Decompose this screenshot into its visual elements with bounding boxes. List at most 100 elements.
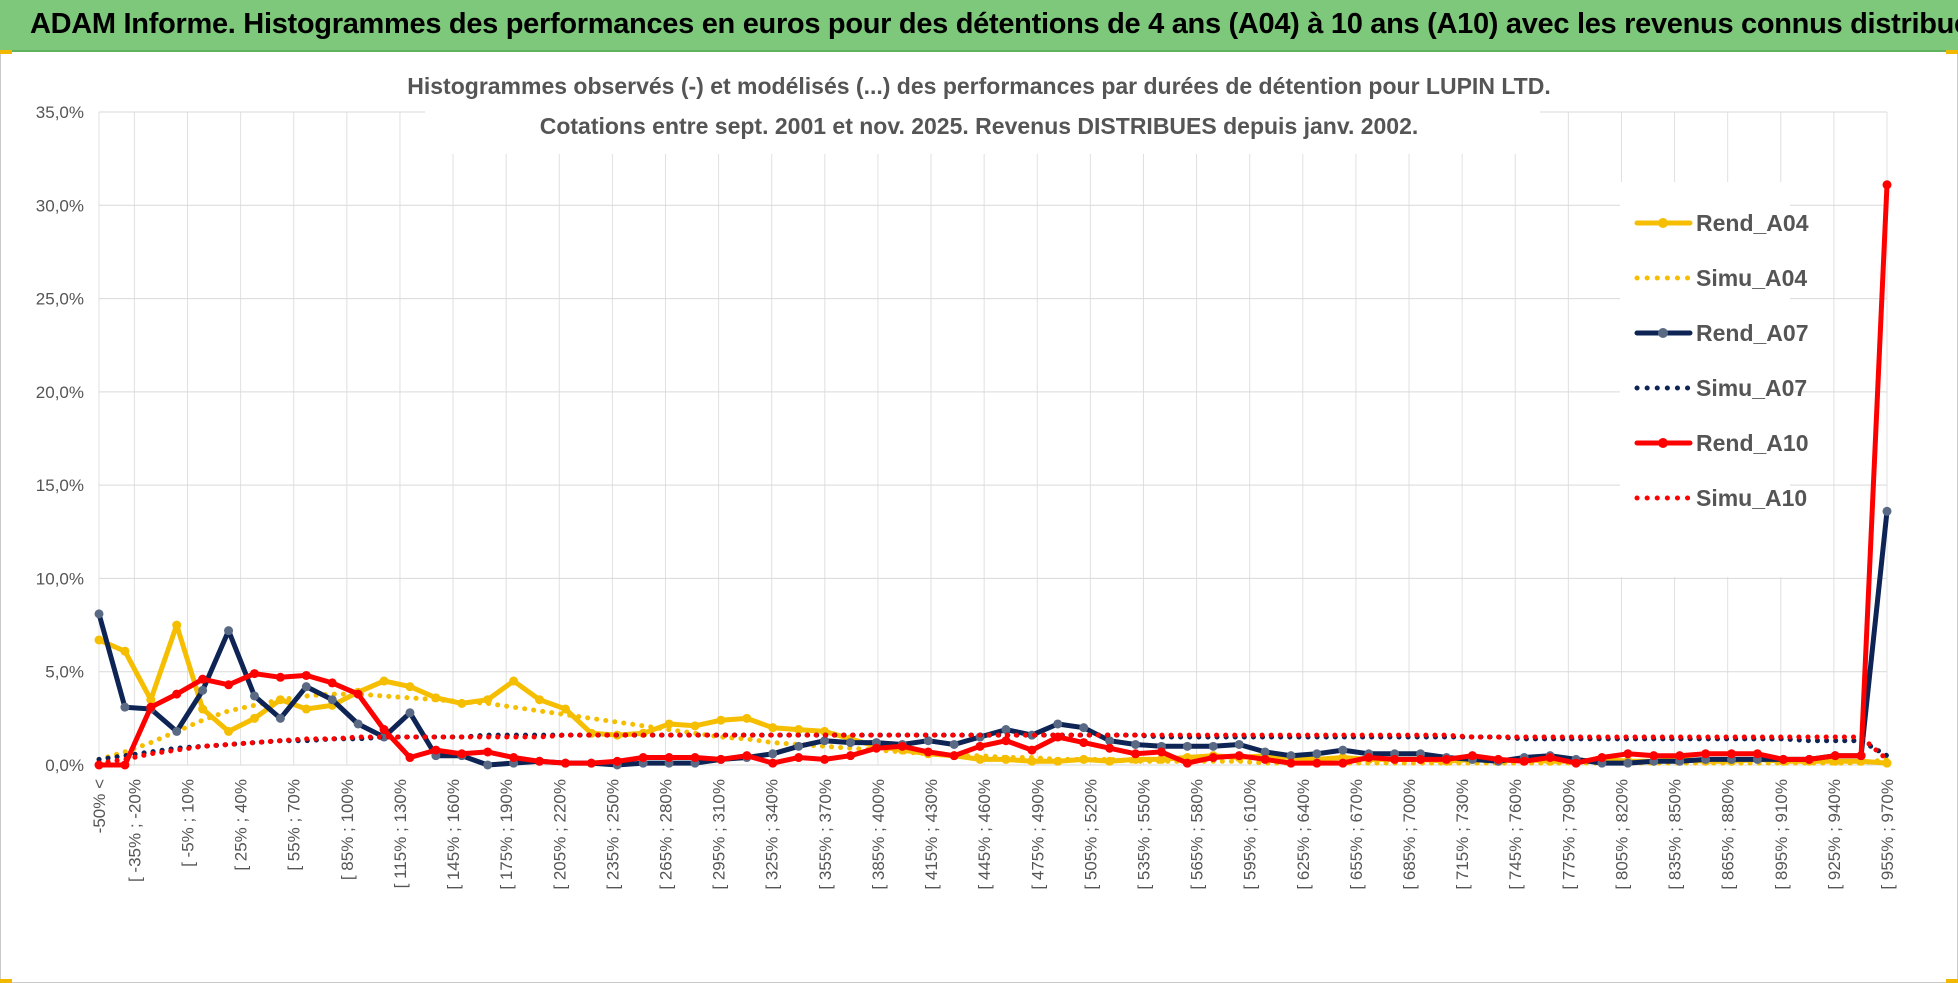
data-point	[535, 695, 545, 705]
data-point	[794, 753, 804, 763]
data-point	[1882, 506, 1892, 516]
y-tick-label: 30,0%	[36, 196, 84, 215]
data-point	[483, 760, 493, 770]
chart-title-line: Cotations entre sept. 2001 et nov. 2025.…	[540, 113, 1419, 139]
x-tick-label: [ 955% ; 970%	[1878, 779, 1897, 890]
legend-marker	[1658, 218, 1668, 228]
x-tick-label: [ 865% ; 880%	[1719, 779, 1738, 890]
data-point	[1079, 738, 1089, 748]
data-point	[146, 695, 156, 705]
x-tick-label: [ 175% ; 190%	[497, 779, 516, 890]
data-point	[1441, 754, 1451, 764]
data-point	[172, 726, 182, 736]
data-point	[664, 719, 674, 729]
x-tick-label: [ 565% ; 580%	[1188, 779, 1207, 890]
data-point	[1182, 741, 1192, 751]
data-point	[1416, 754, 1426, 764]
corner-mark	[1946, 979, 1958, 983]
y-tick-label: 15,0%	[36, 476, 84, 495]
data-point	[483, 747, 493, 757]
data-point	[172, 689, 182, 699]
x-tick-label: [ 685% ; 700%	[1400, 779, 1419, 890]
series-line-rend-a10	[96, 182, 1890, 768]
data-point	[120, 646, 130, 656]
data-point	[1105, 736, 1115, 746]
data-point	[224, 680, 234, 690]
x-tick-label: [ 535% ; 550%	[1134, 779, 1153, 890]
chart-title-line: Histogrammes observés (-) et modélisés (…	[407, 73, 1550, 99]
data-point	[1027, 745, 1037, 755]
banner-title: ADAM Informe. Histogrammes des performan…	[30, 8, 1958, 40]
data-point	[1079, 723, 1089, 733]
data-point	[1260, 754, 1270, 764]
data-point	[742, 713, 752, 723]
legend-background	[1620, 182, 1790, 577]
data-point	[794, 741, 804, 751]
x-tick-label: [ 805% ; 820%	[1612, 779, 1631, 890]
data-point	[327, 678, 337, 688]
series-line-rend-a07	[96, 508, 1890, 768]
data-point	[1493, 754, 1503, 764]
data-point	[120, 702, 130, 712]
data-point	[768, 749, 778, 759]
data-point	[301, 704, 311, 714]
series-line-simu-a04	[96, 691, 1890, 766]
data-point	[94, 635, 104, 645]
data-point	[509, 676, 519, 686]
x-tick-label: -50% <	[90, 779, 109, 833]
data-point	[1649, 751, 1659, 761]
data-point	[897, 741, 907, 751]
data-point	[1286, 751, 1296, 761]
x-tick-label: [ 715% ; 730%	[1453, 779, 1472, 890]
data-point	[509, 753, 519, 763]
series-line-simu-a10	[96, 732, 1890, 766]
data-point	[198, 704, 208, 714]
data-point	[301, 682, 311, 692]
data-point	[405, 708, 415, 718]
corner-mark	[0, 50, 12, 54]
data-point	[716, 715, 726, 725]
title-background	[425, 62, 1540, 154]
x-tick-label: [ 55% ; 70%	[285, 779, 304, 871]
data-point	[1234, 739, 1244, 749]
legend-label: Rend_A07	[1696, 320, 1808, 346]
data-point	[224, 726, 234, 736]
data-point	[975, 741, 985, 751]
data-point	[794, 725, 804, 735]
data-point	[742, 751, 752, 761]
x-tick-label: [ 235% ; 250%	[603, 779, 622, 890]
data-point	[638, 753, 648, 763]
series-lines	[94, 180, 1892, 770]
legend-marker	[1658, 438, 1668, 448]
legend-label: Rend_A10	[1696, 430, 1808, 456]
data-point	[249, 669, 259, 679]
data-point	[1312, 749, 1322, 759]
data-point	[405, 682, 415, 692]
data-point	[845, 751, 855, 761]
data-point	[560, 758, 570, 768]
data-point	[1390, 754, 1400, 764]
data-point	[249, 691, 259, 701]
y-tick-label: 20,0%	[36, 383, 84, 402]
x-tick-label: [ 25% ; 40%	[232, 779, 251, 871]
data-point	[586, 758, 596, 768]
x-tick-label: [ 625% ; 640%	[1294, 779, 1313, 890]
y-tick-label: 25,0%	[36, 290, 84, 309]
data-point	[405, 753, 415, 763]
x-tick-label: [ 295% ; 310%	[710, 779, 729, 890]
data-point	[379, 725, 389, 735]
data-point	[820, 754, 830, 764]
x-tick-label: [ 925% ; 940%	[1825, 779, 1844, 890]
y-axis: 0,0% 5,0% 10,0% 15,0% 20,0% 25,0% 30,0% 35,0%	[36, 103, 84, 775]
data-point	[1234, 751, 1244, 761]
data-point	[923, 736, 933, 746]
data-point	[146, 702, 156, 712]
data-point	[949, 751, 959, 761]
data-point	[1830, 751, 1840, 761]
data-point	[198, 674, 208, 684]
x-tick-label: [ 475% ; 490%	[1028, 779, 1047, 890]
data-point	[1752, 749, 1762, 759]
chart-title: Histogrammes observés (-) et modélisés (…	[407, 62, 1551, 154]
data-point	[1286, 758, 1296, 768]
data-point	[1312, 758, 1322, 768]
